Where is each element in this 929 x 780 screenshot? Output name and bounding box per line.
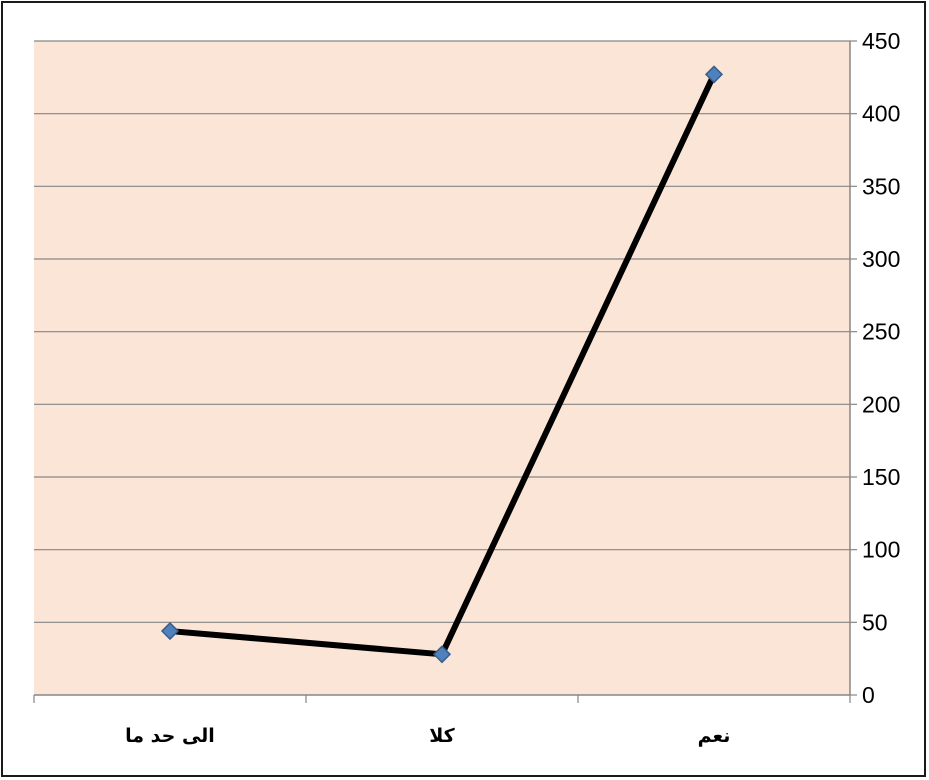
y-tick-label-450: 450 [862,28,900,54]
y-tick-label-400: 400 [862,101,900,127]
data-series [160,65,724,664]
x-tick-label-0: الى حد ما [125,725,215,747]
data-point-marker-0 [160,621,180,641]
axes [33,40,857,703]
data-point-marker-1 [432,645,452,664]
y-tick-label-200: 200 [862,391,900,417]
y-tick-label-100: 100 [862,537,900,563]
y-tick-label-50: 50 [862,609,888,635]
x-tick-label-2: نعم [698,725,731,747]
y-tick-label-250: 250 [862,319,900,345]
x-tick-label-1: كلا [429,725,455,747]
data-point-marker-2 [704,65,724,84]
plot-area [34,41,850,695]
y-tick-label-150: 150 [862,464,900,490]
y-tick-label-300: 300 [862,246,900,272]
axis-labels: 0 50 100 150 200 250 300 350 400 450 الى حد ما كلا ن… [125,28,900,747]
y-tick-label-0: 0 [862,682,875,708]
y-tick-label-350: 350 [862,173,900,199]
